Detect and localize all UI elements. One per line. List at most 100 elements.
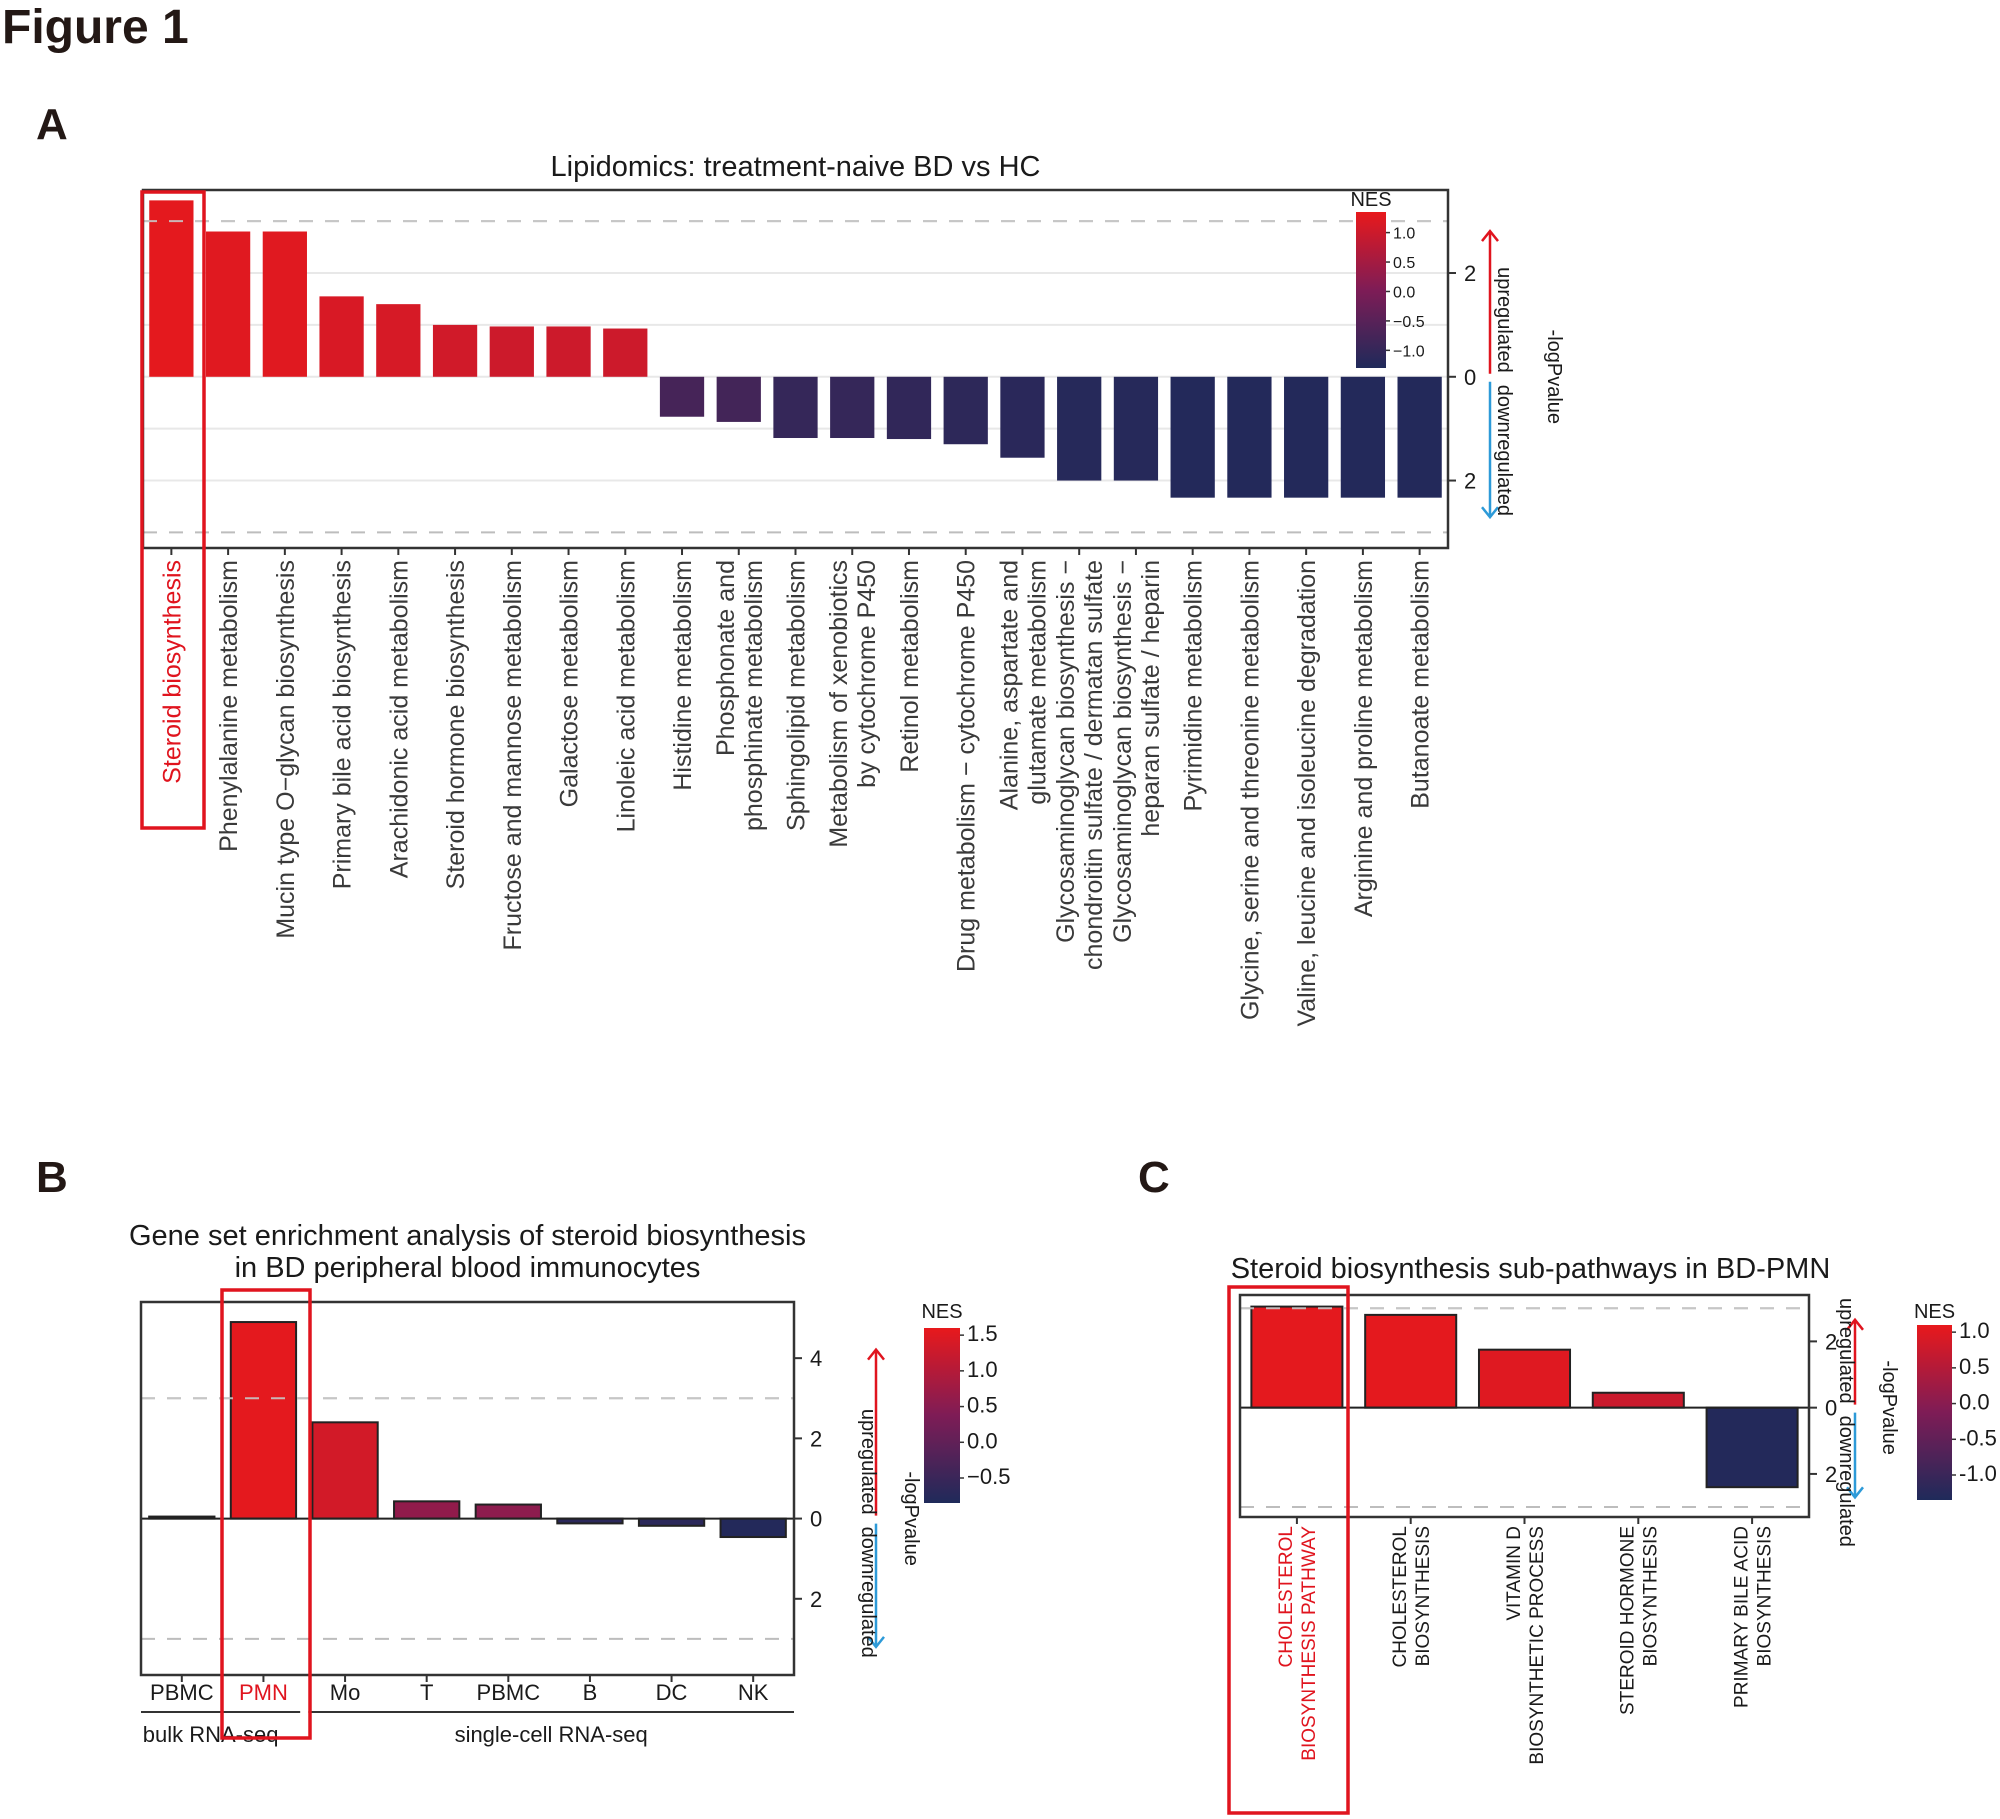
legend-tick-label: -1.0 [1959, 1461, 1997, 1486]
x-category-label: Mo [330, 1680, 361, 1705]
chart-title: in BD peripheral blood immunocytes [235, 1252, 701, 1284]
downregulated-label: downregulated [857, 1527, 879, 1658]
panel-label-c: C [1138, 1153, 1170, 1202]
down-arrow-head [867, 1636, 885, 1649]
chart-panel-a: Lipidomics: treatment-naive BD vs HC 2 0 2 S… [140, 151, 1565, 1027]
bar [943, 376, 988, 445]
panel-label-a: A [36, 100, 68, 149]
x-category-label: T [420, 1680, 433, 1705]
x-category-label: VITAMIN D [1504, 1526, 1525, 1621]
bar [311, 1421, 379, 1520]
y-axis-title: -logPvalue [1878, 1360, 1900, 1455]
highlight-box [140, 190, 206, 830]
y-tick-label: 0 [1825, 1396, 1837, 1421]
legend-tick-label: 1.0 [1393, 226, 1415, 243]
x-category-label: by cytochrome P450 [853, 560, 881, 788]
legend-tick-label: -0.5 [1959, 1425, 1997, 1450]
y-tick-label: 2 [1464, 469, 1476, 494]
legend-colorbar [1917, 1325, 1952, 1500]
group-label: single-cell RNA-seq [455, 1722, 648, 1747]
bar [1397, 376, 1442, 498]
downregulated-label: downregulated [1493, 385, 1515, 516]
bar [229, 1321, 298, 1520]
chart-panel-c: Steroid biosynthesis sub-pathways in BD-… [1227, 1253, 1997, 1815]
bar [205, 231, 251, 377]
x-category-label: Steroid hormone biosynthesis [442, 560, 470, 889]
bar [489, 326, 534, 377]
down-arrow-head [1481, 506, 1499, 520]
legend-title: NES [921, 1301, 962, 1323]
panel-label-b: B [36, 1153, 68, 1202]
y-axis-title: -logPvalue [900, 1471, 922, 1566]
y-tick-label: 2 [810, 1426, 822, 1451]
x-category-label: Sphingolipid metabolism [783, 560, 811, 831]
x-category-label: DC [656, 1680, 688, 1705]
bar [1705, 1406, 1799, 1489]
bar [1364, 1313, 1458, 1409]
y-tick-label: 2 [1464, 261, 1476, 286]
bar [637, 1517, 706, 1527]
x-category-label: PMN [239, 1680, 288, 1705]
bar [376, 304, 421, 377]
bar [1227, 376, 1272, 498]
x-category-label: Glycine, serine and threonine metabolism [1236, 560, 1264, 1020]
x-category-label: Glycosaminoglycan biosynthesis − [1109, 560, 1137, 943]
y-tick-label: 2 [810, 1587, 822, 1612]
legend-tick-label: 0.0 [1959, 1390, 1990, 1415]
legend-tick-label: 0.0 [967, 1428, 998, 1453]
bar [1477, 1348, 1572, 1409]
x-category-label: Phenylalanine metabolism [215, 560, 243, 852]
y-tick-label: 0 [1464, 365, 1476, 390]
x-category-label: PBMC [477, 1680, 541, 1705]
x-category-label: Fructose and mannose metabolism [499, 560, 527, 950]
legend-tick-label: 1.5 [967, 1321, 998, 1346]
x-category-label: Mucin type O−glycan biosynthesis [272, 560, 300, 939]
x-category-label: Glycosaminoglycan biosynthesis − [1052, 560, 1080, 943]
plot-frame [139, 1300, 796, 1677]
legend-tick-label: 0.5 [1959, 1354, 1990, 1379]
x-category-label: Butanoate metabolism [1407, 560, 1435, 809]
highlight-box [220, 1288, 312, 1740]
bar [1170, 376, 1215, 498]
bar [719, 1517, 787, 1539]
x-category-label: NK [738, 1680, 769, 1705]
legend-tick-label: 0.0 [1393, 284, 1415, 301]
x-category-label: PBMC [150, 1680, 214, 1705]
bar [546, 326, 591, 377]
bar [716, 376, 761, 422]
x-category-label: Galactose metabolism [556, 560, 584, 807]
up-arrow-head [1481, 229, 1499, 242]
bar [474, 1503, 542, 1520]
x-category-label: Retinol metabolism [896, 560, 924, 773]
bar [773, 376, 818, 439]
bar [1113, 376, 1159, 481]
x-category-label: BIOSYNTHETIC PROCESS [1527, 1526, 1548, 1765]
x-category-label: Alanine, aspartate and [995, 560, 1023, 810]
x-category-label: heparan sulfate / heparin [1137, 560, 1165, 837]
x-category-label: BIOSYNTHESIS [1754, 1526, 1775, 1666]
legend-tick-label: 1.0 [1959, 1318, 1990, 1343]
legend-tick-label: 1.0 [967, 1357, 998, 1382]
bar [659, 376, 705, 417]
x-category-label: CHOLESTEROL [1390, 1526, 1411, 1667]
y-tick-label: 4 [810, 1346, 822, 1371]
x-category-label: Valine, leucine and isoleucine degradati… [1293, 560, 1321, 1027]
x-category-label: Pyrimidine metabolism [1180, 560, 1208, 811]
figure-title: Figure 1 [2, 1, 189, 54]
x-category-label: BIOSYNTHESIS PATHWAY [1299, 1526, 1320, 1761]
upregulated-label: upregulated [857, 1409, 879, 1515]
bar [1057, 376, 1102, 481]
legend-tick-label: −1.0 [1393, 343, 1425, 360]
bar [1284, 376, 1329, 498]
legend-tick-label: −0.5 [1393, 314, 1425, 331]
x-category-label: STEROID HORMONE [1618, 1526, 1639, 1715]
x-category-label: Phosphonate and [712, 560, 740, 756]
legend-tick-label: 0.5 [1393, 255, 1415, 272]
x-category-label: Arginine and proline metabolism [1350, 560, 1378, 917]
x-category-label: PRIMARY BILE ACID [1731, 1526, 1752, 1708]
bar [149, 200, 194, 377]
bar [1250, 1305, 1344, 1409]
bar [1591, 1391, 1685, 1409]
chart-title: Gene set enrichment analysis of steroid … [129, 1220, 806, 1252]
